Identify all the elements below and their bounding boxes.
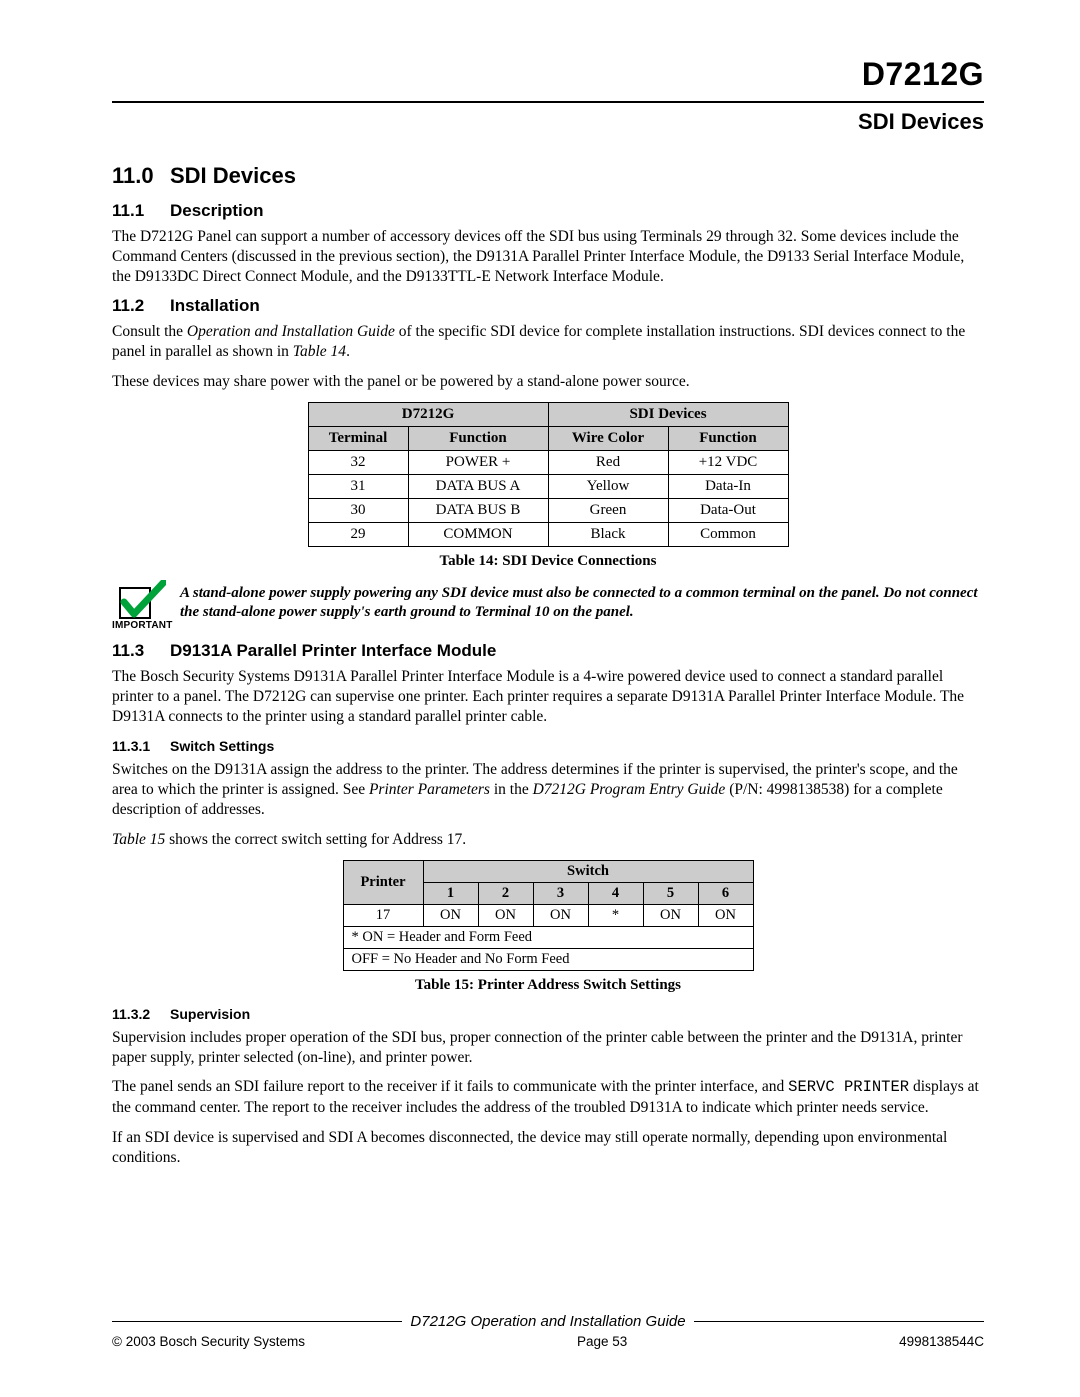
header-rule: [112, 101, 984, 103]
table-14-caption: Table 14: SDI Device Connections: [112, 553, 984, 570]
heading-text: D9131A Parallel Printer Interface Module: [170, 641, 496, 660]
section-header: SDI Devices: [112, 109, 984, 135]
paragraph: The Bosch Security Systems D9131A Parall…: [112, 667, 984, 726]
table-header: 2: [478, 882, 533, 904]
heading-text: SDI Devices: [170, 163, 296, 188]
heading-text: Installation: [170, 296, 260, 315]
table-header: 1: [423, 882, 478, 904]
footer-docnum: 4998138544C: [899, 1334, 984, 1349]
footer-title: D7212G Operation and Installation Guide: [410, 1313, 685, 1330]
table-row: 29COMMONBlackCommon: [308, 522, 788, 546]
heading-number: 11.3: [112, 641, 170, 661]
table-row: 30DATA BUS BGreenData-Out: [308, 498, 788, 522]
table-row: 17 ON ON ON * ON ON: [343, 904, 753, 926]
table-header: Terminal: [308, 426, 408, 450]
important-icon-wrap: IMPORTANT: [112, 580, 172, 631]
table-header: Switch: [423, 860, 753, 882]
paragraph: The D7212G Panel can support a number of…: [112, 227, 984, 286]
table-header: SDI Devices: [548, 402, 788, 426]
table-14: D7212G SDI Devices Terminal Function Wir…: [112, 402, 984, 547]
heading-text: Supervision: [170, 1006, 250, 1022]
paragraph: Supervision includes proper operation of…: [112, 1028, 984, 1068]
heading-text: Switch Settings: [170, 738, 274, 754]
table-header: Function: [668, 426, 788, 450]
doc-header: D7212G: [112, 56, 984, 97]
page-footer: D7212G Operation and Installation Guide …: [112, 1313, 984, 1349]
important-label: IMPORTANT: [112, 620, 172, 631]
table-header: 5: [643, 882, 698, 904]
table-header: 4: [588, 882, 643, 904]
checkmark-icon: [118, 580, 166, 620]
table-header: 6: [698, 882, 753, 904]
heading-11-3: 11.3D9131A Parallel Printer Interface Mo…: [112, 641, 984, 661]
table-15-caption: Table 15: Printer Address Switch Setting…: [112, 977, 984, 994]
paragraph: Switches on the D9131A assign the addres…: [112, 760, 984, 819]
heading-number: 11.0: [112, 163, 170, 189]
heading-number: 11.2: [112, 296, 170, 316]
paragraph: The panel sends an SDI failure report to…: [112, 1077, 984, 1118]
heading-number: 11.1: [112, 201, 170, 221]
table-header: Function: [408, 426, 548, 450]
heading-11-1: 11.1Description: [112, 201, 984, 221]
paragraph: Table 15 shows the correct switch settin…: [112, 830, 984, 850]
heading-number: 11.3.1: [112, 738, 170, 754]
heading-11-3-2: 11.3.2Supervision: [112, 1006, 984, 1022]
paragraph: Consult the Operation and Installation G…: [112, 322, 984, 362]
heading-11-0: 11.0SDI Devices: [112, 163, 984, 189]
table-header: Wire Color: [548, 426, 668, 450]
footer-rule: [112, 1321, 402, 1322]
heading-text: Description: [170, 201, 264, 220]
paragraph: If an SDI device is supervised and SDI A…: [112, 1128, 984, 1168]
doc-model: D7212G: [112, 56, 984, 97]
table-header: Printer: [343, 860, 423, 904]
footer-page: Page 53: [577, 1334, 627, 1349]
table-15: Printer Switch 1 2 3 4 5 6 17 ON ON ON *…: [112, 860, 984, 971]
footer-rule: [694, 1321, 984, 1322]
paragraph: These devices may share power with the p…: [112, 372, 984, 392]
table-header: 3: [533, 882, 588, 904]
important-text: A stand-alone power supply powering any …: [180, 580, 984, 622]
table-row: OFF = No Header and No Form Feed: [343, 948, 753, 970]
important-note: IMPORTANT A stand-alone power supply pow…: [112, 580, 984, 631]
table-row: 31DATA BUS AYellowData-In: [308, 474, 788, 498]
heading-11-3-1: 11.3.1Switch Settings: [112, 738, 984, 754]
heading-number: 11.3.2: [112, 1006, 170, 1022]
footer-copyright: © 2003 Bosch Security Systems: [112, 1334, 305, 1349]
table-row: * ON = Header and Form Feed: [343, 926, 753, 948]
heading-11-2: 11.2Installation: [112, 296, 984, 316]
table-row: 32POWER +Red+12 VDC: [308, 450, 788, 474]
table-header: D7212G: [308, 402, 548, 426]
